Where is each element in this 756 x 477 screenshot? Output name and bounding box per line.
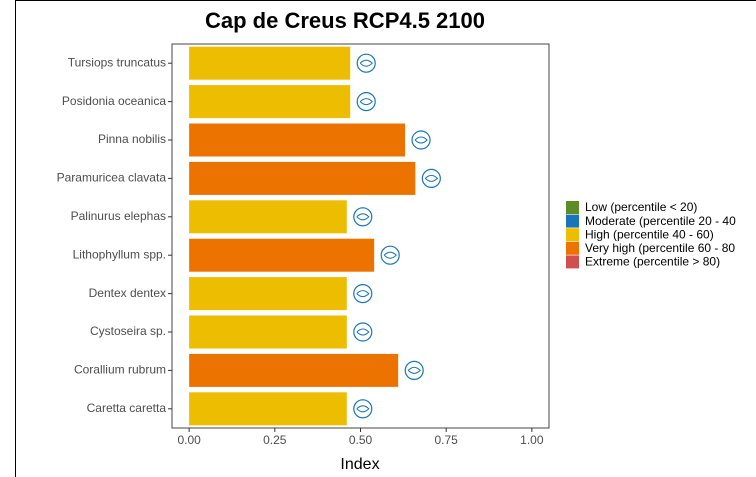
legend-swatch (566, 255, 579, 269)
species-icon (356, 53, 376, 73)
bar (189, 123, 406, 157)
legend-label: Extreme (percentile > 80) (585, 255, 720, 269)
bar (189, 392, 347, 426)
x-axis-label: Index (340, 456, 379, 473)
species-icon (421, 168, 441, 188)
x-tick-label: 0.50 (349, 433, 373, 447)
species-icon (404, 360, 424, 380)
bar (189, 85, 351, 119)
y-tick-label: Pinna nobilis (98, 132, 166, 146)
bar (189, 277, 347, 311)
bar (189, 238, 375, 272)
bar (189, 315, 347, 349)
species-icon (359, 98, 373, 106)
species-icon (356, 213, 370, 221)
y-tick-label: Posidonia oceanica (62, 94, 166, 108)
species-icon (383, 251, 397, 259)
legend-swatch (566, 201, 579, 214)
x-tick-label: 0.25 (263, 433, 287, 447)
species-icon (356, 328, 370, 336)
species-icon (411, 130, 431, 150)
species-icon (353, 399, 373, 419)
species-icon (414, 136, 428, 144)
species-icon (356, 91, 376, 112)
species-icon (356, 405, 370, 413)
species-icon (380, 245, 400, 265)
y-tick-label: Caretta caretta (87, 401, 167, 415)
species-icon (353, 284, 373, 304)
legend-label: Low (percentile < 20) (585, 200, 697, 214)
bar (189, 161, 416, 195)
x-tick-label: 0.00 (177, 433, 201, 447)
x-tick-label: 1.00 (520, 433, 544, 447)
species-icon (359, 59, 373, 67)
species-icon (353, 322, 373, 342)
legend-label: High (percentile 40 - 60) (585, 227, 714, 241)
legend-swatch (566, 241, 579, 255)
bar (189, 200, 347, 234)
y-tick-label: Corallium rubrum (74, 363, 166, 377)
y-tick-label: Dentex dentex (89, 286, 166, 300)
legend-label: Very high (percentile 60 - 80 (585, 241, 735, 255)
bar (189, 353, 399, 387)
y-tick-label: Paramuricea clavata (57, 171, 167, 185)
species-icon (424, 174, 439, 182)
species-icon (353, 207, 373, 227)
y-tick-label: Palinurus elephas (71, 209, 166, 223)
legend-swatch (566, 214, 579, 228)
bar (189, 46, 351, 80)
legend-label: Moderate (percentile 20 - 40 (585, 214, 736, 228)
y-tick-label: Lithophyllum spp. (73, 247, 166, 261)
chart-title: Cap de Creus RCP4.5 2100 (205, 8, 485, 33)
species-icon (407, 366, 421, 374)
y-tick-label: Cystoseira sp. (90, 324, 166, 338)
y-tick-label: Tursiops truncatus (68, 55, 166, 69)
species-icon (356, 290, 370, 298)
legend-swatch (566, 228, 579, 242)
x-tick-label: 0.75 (435, 433, 459, 447)
